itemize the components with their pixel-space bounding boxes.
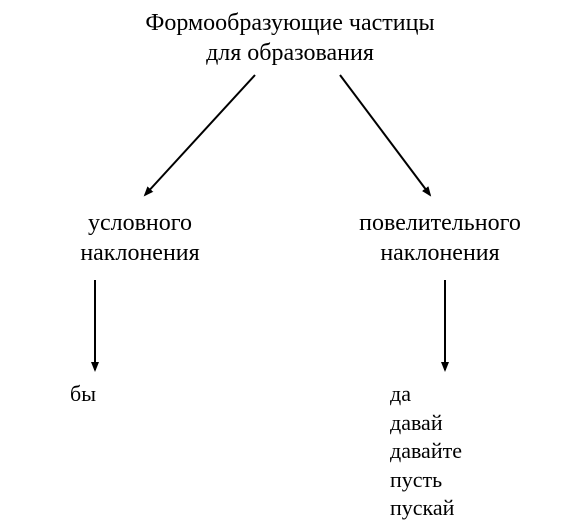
list-item: да [390,380,462,409]
list-item: давай [390,409,462,438]
right-result-list: дадавайдавайтепустьпускай [390,380,462,523]
arrow [340,75,430,195]
list-item: пускай [390,494,462,523]
list-item: давайте [390,437,462,466]
title-line-1: Формообразующие частицы [0,8,580,38]
list-item: бы [70,380,96,408]
left-branch-line-1: условного [40,208,240,238]
arrow [145,75,255,195]
right-branch-line-2: наклонения [320,238,560,268]
left-result-list: бы [70,380,96,408]
list-item: пусть [390,466,462,495]
right-branch-label: повелительного наклонения [320,208,560,268]
left-branch-label: условного наклонения [40,208,240,268]
diagram-root: Формообразующие частицы для образования … [0,0,580,504]
right-branch-line-1: повелительного [320,208,560,238]
diagram-title: Формообразующие частицы для образования [0,8,580,68]
left-branch-line-2: наклонения [40,238,240,268]
title-line-2: для образования [0,38,580,68]
